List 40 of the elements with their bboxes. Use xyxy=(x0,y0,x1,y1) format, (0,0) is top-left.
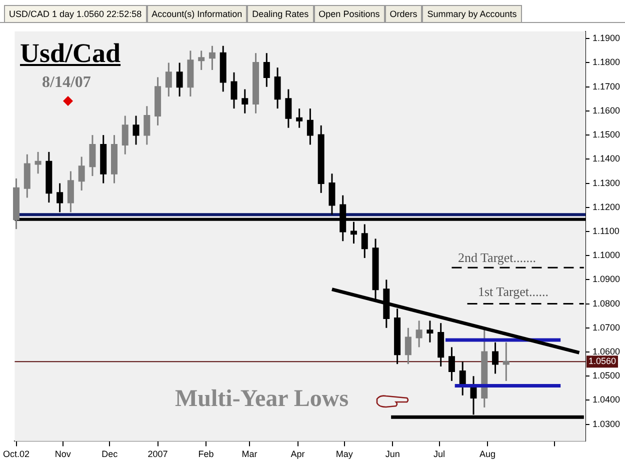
x-tick-label: Dec xyxy=(102,449,118,460)
y-tick-label: 1.0500 xyxy=(592,370,620,381)
y-tick-label: 1.1200 xyxy=(592,202,620,212)
y-tick-label: 1.0300 xyxy=(592,418,620,429)
x-tick-label: Oct.02 xyxy=(3,449,30,460)
y-tick-label: 1.1000 xyxy=(592,250,620,260)
text: Open Positions xyxy=(314,5,385,22)
y-tick-label: 1.0900 xyxy=(592,274,620,284)
annotation: Multi-Year Lows xyxy=(175,386,349,413)
annotation: 1st Target...... xyxy=(478,284,548,300)
text: Account(s) Information xyxy=(146,5,248,22)
y-tick-label: 1.1700 xyxy=(592,81,620,92)
x-tick-label: Mar xyxy=(242,449,258,460)
text: USD/CAD 1 day 1.0560 22:52:58 xyxy=(4,5,147,22)
y-tick-label: 1.0600 xyxy=(592,346,620,356)
x-tick-label: Apr xyxy=(290,449,305,460)
y-tick-label: 1.1600 xyxy=(592,105,620,116)
ref-line-label: 1.0560 xyxy=(588,356,616,366)
y-tick-label: 1.0700 xyxy=(592,322,620,332)
y-tick-label: 1.1400 xyxy=(592,154,620,164)
chart-title: Usd/Cad xyxy=(20,38,121,69)
text: Summary by Accounts xyxy=(422,5,522,22)
x-tick-label: May xyxy=(336,449,354,460)
x-tick-label: Feb xyxy=(198,449,214,460)
y-tick-label: 1.0400 xyxy=(592,394,620,405)
annotation: 2nd Target....... xyxy=(458,250,536,266)
x-tick-label: 2007 xyxy=(148,449,168,460)
y-tick-label: 1.1300 xyxy=(592,178,620,188)
x-tick-label: Nov xyxy=(54,449,72,460)
x-tick-label: Jul xyxy=(434,449,446,460)
y-tick-label: 1.1100 xyxy=(592,226,620,236)
x-tick-label: Aug xyxy=(479,449,496,460)
x-tick-label: Jun xyxy=(385,449,400,460)
y-tick-label: 1.0800 xyxy=(592,298,620,308)
y-tick-label: 1.1800 xyxy=(592,57,620,68)
text: Orders xyxy=(384,5,422,22)
y-tick-label: 1.1500 xyxy=(592,130,620,140)
text: 8/14/07 xyxy=(42,74,91,92)
y-tick-label: 1.1900 xyxy=(592,33,620,44)
text: Dealing Rates xyxy=(247,5,314,22)
